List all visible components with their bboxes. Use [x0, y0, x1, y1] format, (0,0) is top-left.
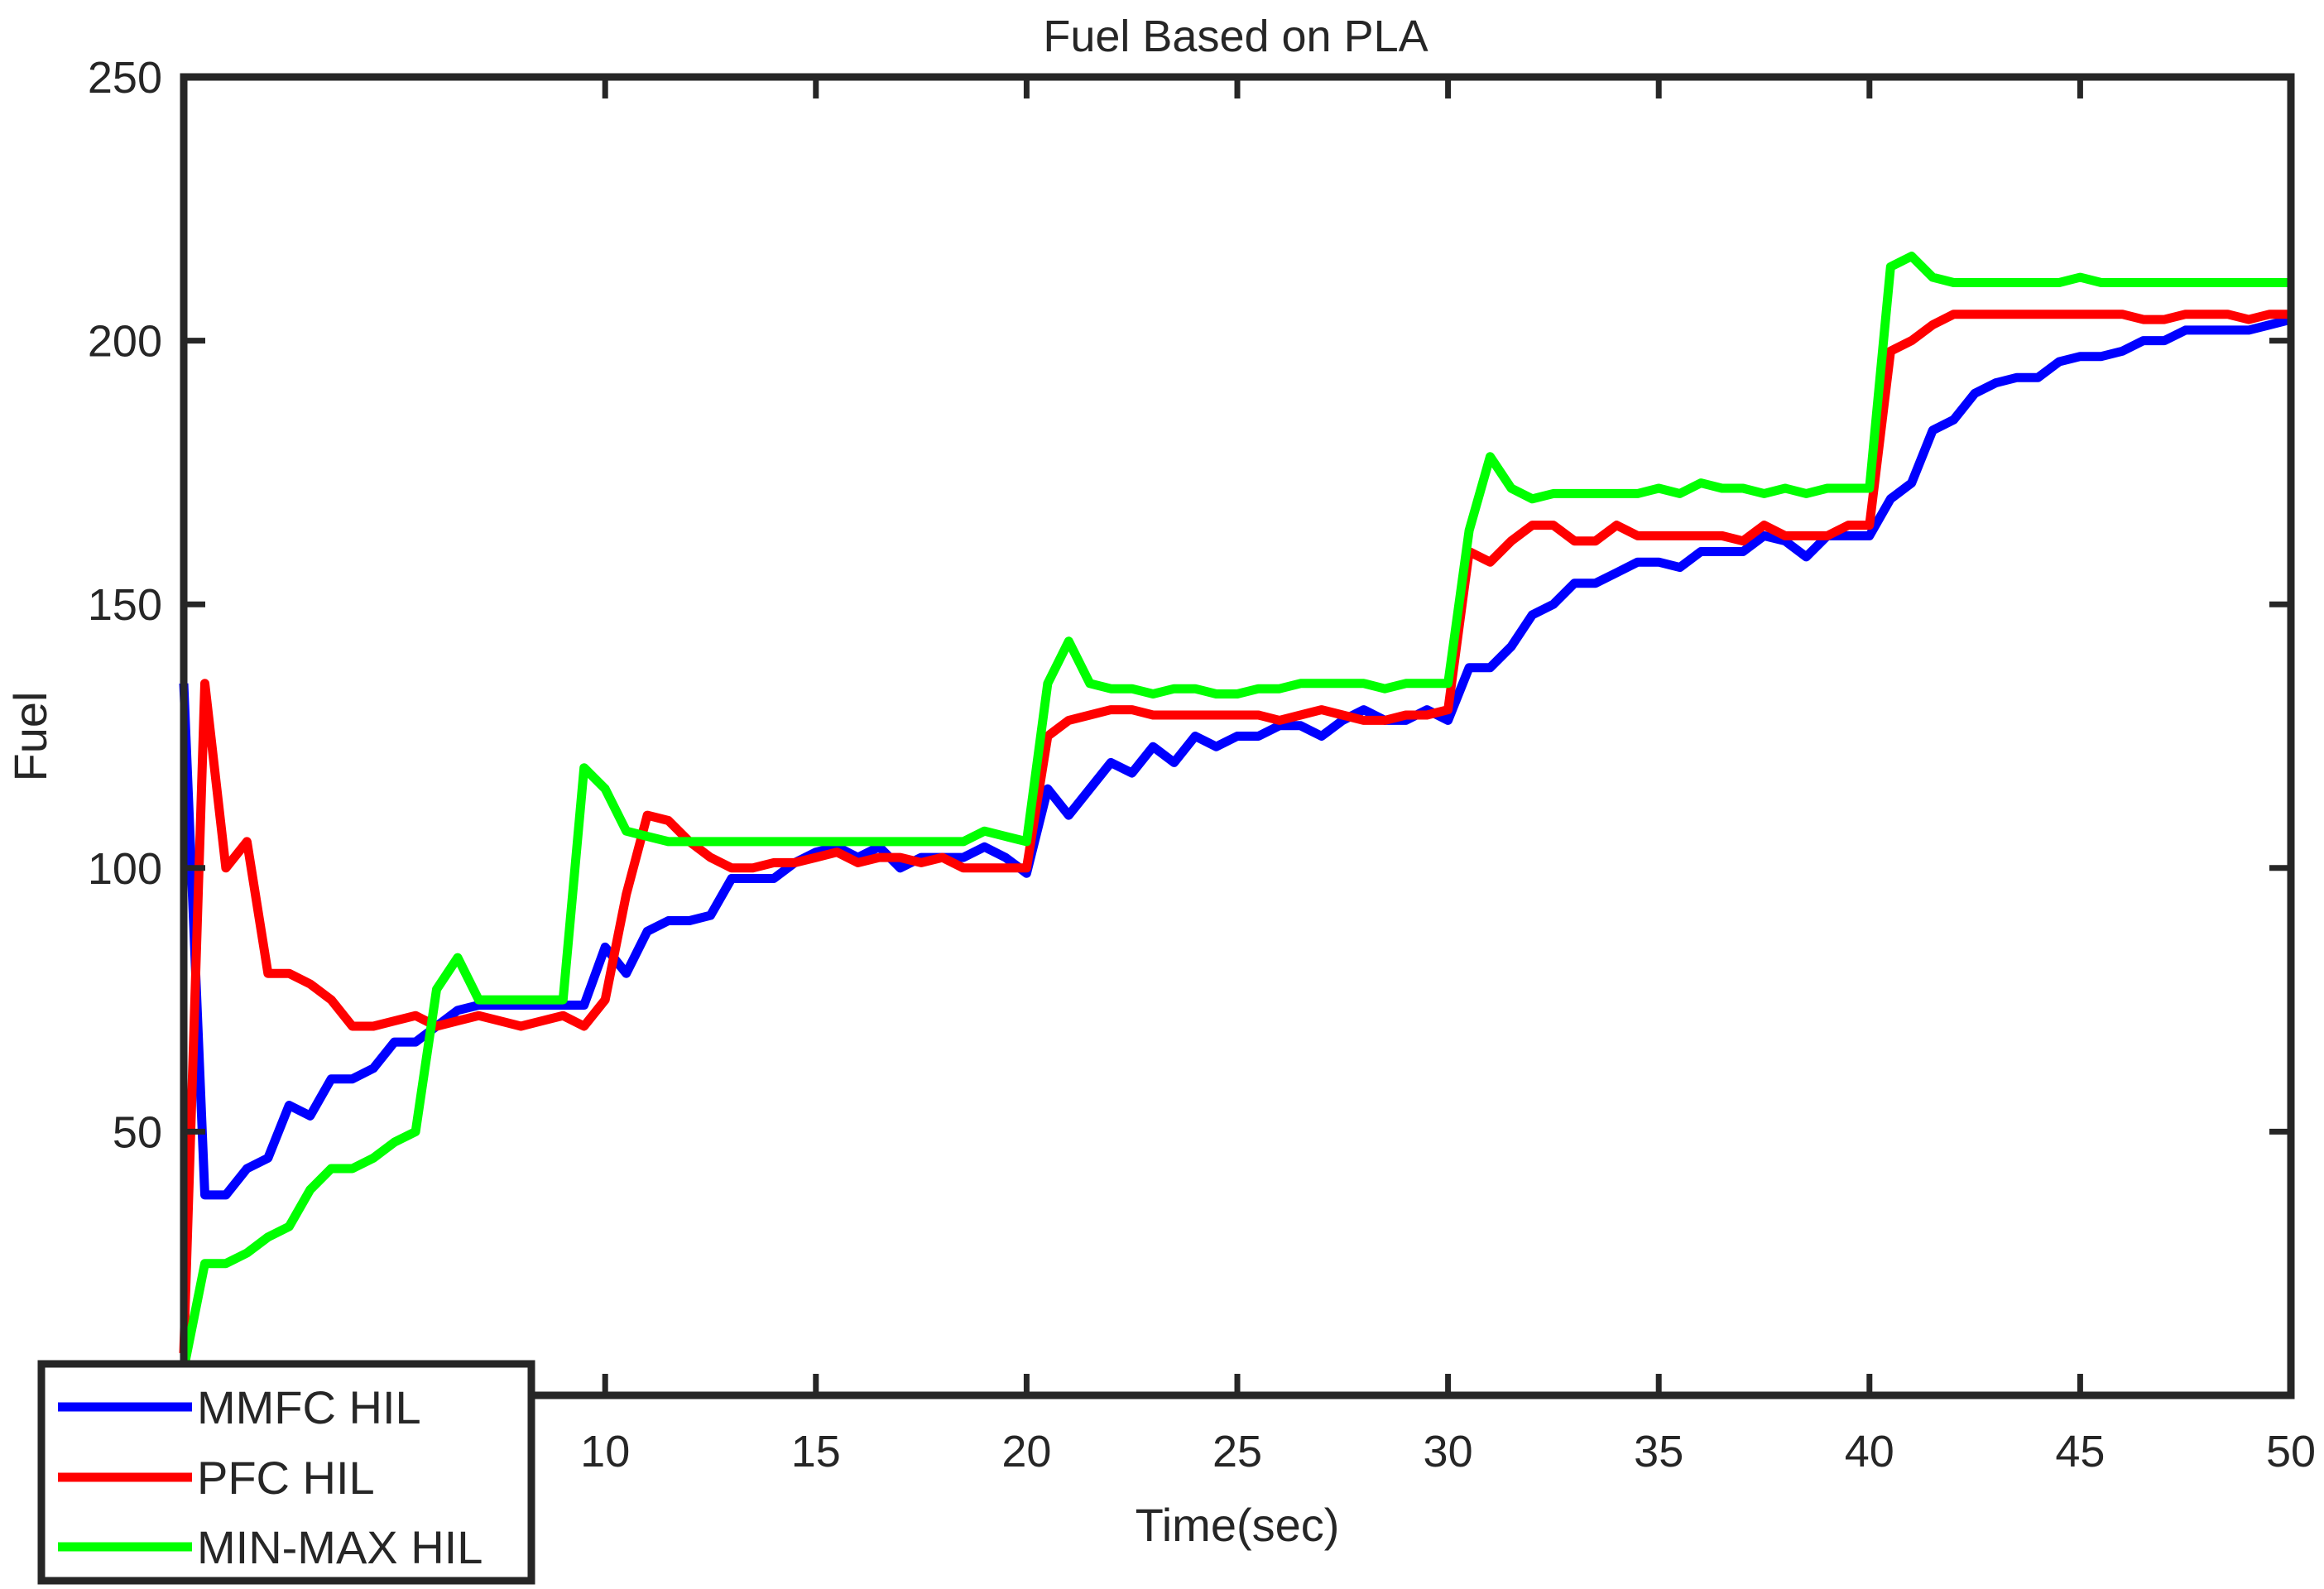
- y-tick-label: 50: [113, 1107, 162, 1157]
- series-layer: [179, 252, 2293, 1371]
- y-tick-label: 200: [88, 317, 162, 367]
- x-tick-label: 10: [580, 1427, 630, 1476]
- x-tick-label: 25: [1212, 1427, 1262, 1476]
- x-tick-label: 30: [1424, 1427, 1473, 1476]
- legend-label-pfc-hil: PFC HIL: [197, 1452, 375, 1504]
- x-tick-label: 45: [2055, 1427, 2105, 1476]
- x-tick-label: 20: [1001, 1427, 1051, 1476]
- x-tick-label: 40: [1845, 1427, 1894, 1476]
- x-tick-label: 50: [2266, 1427, 2316, 1476]
- x-tick-label: 15: [791, 1427, 841, 1476]
- legend: MMFC HIL PFC HIL MIN-MAX HIL: [37, 1360, 535, 1585]
- chart-title: Fuel Based on PLA: [1043, 12, 1428, 61]
- series-line-min-max-hil: [179, 252, 2291, 1371]
- ticks-layer: 10 15 20 25 30 35 40 45 50 50 100 150 200 250: [88, 53, 2316, 1476]
- legend-label-mmfc-hil: MMFC HIL: [197, 1381, 421, 1433]
- x-tick-label: 35: [1634, 1427, 1683, 1476]
- series-line-pfc-hil: [179, 310, 2291, 1354]
- x-axis-label: Time(sec): [1136, 1499, 1340, 1551]
- series-line-mmfc-hil: [179, 314, 2293, 1200]
- y-axis-label: Fuel: [4, 692, 56, 782]
- y-tick-label: 150: [88, 580, 162, 630]
- y-tick-label: 100: [88, 844, 162, 894]
- legend-label-min-max-hil: MIN-MAX HIL: [197, 1521, 483, 1573]
- y-tick-label: 250: [88, 53, 162, 103]
